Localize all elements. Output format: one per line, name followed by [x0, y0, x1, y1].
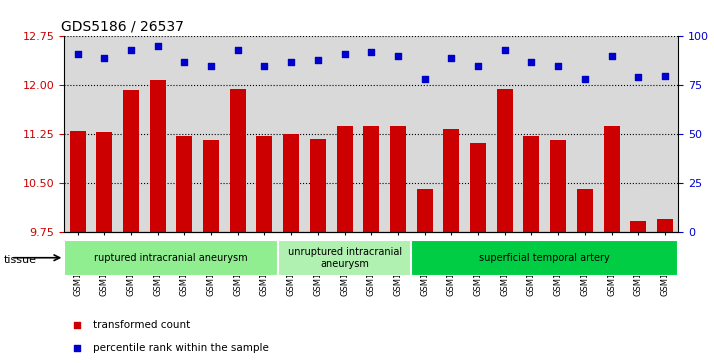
Point — [312, 57, 323, 63]
Point — [446, 55, 457, 61]
Bar — [310, 139, 326, 232]
Point — [499, 47, 511, 53]
Bar — [390, 126, 406, 232]
Bar — [176, 136, 192, 232]
Text: ruptured intracranial aneurysm: ruptured intracranial aneurysm — [94, 253, 248, 263]
Bar — [96, 132, 112, 232]
Text: transformed count: transformed count — [93, 319, 190, 330]
Text: unruptured intracranial
aneurysm: unruptured intracranial aneurysm — [288, 247, 402, 269]
Bar — [443, 129, 459, 232]
Bar — [363, 126, 379, 232]
Point — [473, 63, 484, 69]
Point — [526, 59, 537, 65]
Bar — [230, 89, 246, 232]
Bar — [523, 136, 540, 232]
Point — [286, 59, 297, 65]
Point — [419, 77, 431, 82]
Bar — [336, 126, 353, 232]
Bar — [657, 219, 673, 232]
Bar — [630, 221, 646, 232]
Bar — [577, 188, 593, 232]
Bar — [417, 188, 433, 232]
Point — [366, 49, 377, 55]
Text: superficial temporal artery: superficial temporal artery — [479, 253, 610, 263]
Text: GDS5186 / 26537: GDS5186 / 26537 — [61, 20, 184, 34]
Point — [339, 51, 351, 57]
Point — [178, 59, 190, 65]
Point — [606, 53, 618, 59]
Point — [152, 43, 164, 49]
FancyBboxPatch shape — [411, 240, 678, 276]
Point — [232, 47, 243, 53]
Text: percentile rank within the sample: percentile rank within the sample — [93, 343, 268, 354]
Bar — [69, 131, 86, 232]
Point — [72, 51, 84, 57]
Point — [553, 63, 564, 69]
Point — [659, 73, 670, 78]
Bar — [150, 80, 166, 232]
Point — [99, 55, 110, 61]
Bar — [603, 126, 620, 232]
Point — [125, 47, 136, 53]
Point — [579, 77, 590, 82]
Point — [206, 63, 217, 69]
FancyBboxPatch shape — [278, 240, 411, 276]
Bar — [283, 134, 299, 232]
Bar — [550, 139, 566, 232]
Bar — [470, 143, 486, 232]
Bar — [497, 89, 513, 232]
Point — [392, 53, 403, 59]
Point — [487, 18, 498, 24]
Point — [487, 236, 498, 241]
Point — [633, 74, 644, 80]
Bar — [123, 90, 139, 232]
Bar — [203, 139, 219, 232]
Bar — [256, 136, 273, 232]
Text: tissue: tissue — [4, 254, 36, 265]
Point — [258, 63, 270, 69]
FancyBboxPatch shape — [64, 240, 278, 276]
